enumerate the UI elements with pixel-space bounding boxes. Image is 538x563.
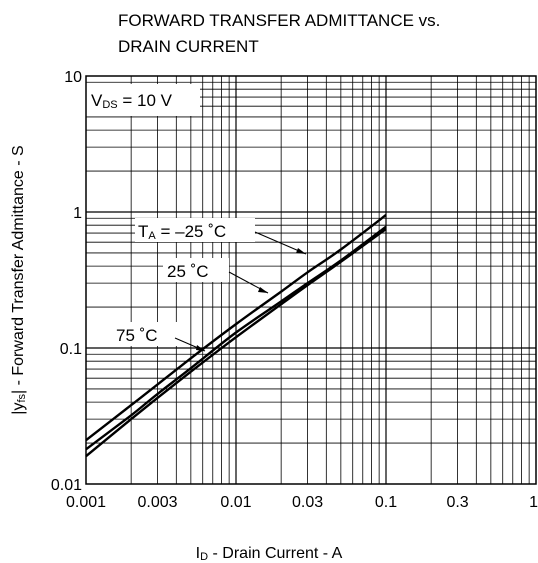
series-label-bg-3 [113,322,177,346]
chart-title-line-2: DRAIN CURRENT [118,37,259,56]
x-tick-label: 0.03 [292,494,323,511]
x-tick-label: 0.001 [66,494,106,511]
grid [86,76,536,484]
condition-box-bg [86,84,200,116]
tick-labels: 0.001 0.003 0.01 0.03 0.1 0.3 1 0.01 0.1 1 10 [51,69,538,511]
x-tick-label: 1 [529,494,538,511]
y-tick-label: 10 [64,69,82,86]
plot-frame [85,75,537,485]
x-axis-label: ID - Drain Current - A [196,545,343,563]
x-tick-label: 0.1 [375,494,397,511]
curves [85,214,387,458]
x-tick-label: 0.01 [220,494,251,511]
series-label-3: 75 ˚C [116,326,158,345]
chart-title-line-1: FORWARD TRANSFER ADMITTANCE vs. [118,11,441,30]
series-label-2: 25 ˚C [167,262,209,281]
arrowhead-3 [196,345,205,351]
y-tick-label: 0.01 [51,477,82,494]
x-tick-label: 0.3 [446,494,468,511]
series-label-bg-1 [135,218,255,242]
series-label-bg-2 [163,258,229,282]
y-tick-label: 1 [73,205,82,222]
y-tick-label: 0.1 [60,341,82,358]
x-tick-label: 0.003 [138,494,178,511]
arrowhead-1 [296,248,306,254]
series-label-1: TA = –25 ˚C [138,222,226,242]
series-line-3 [85,228,387,458]
condition-label: VDS = 10 V [91,91,173,111]
arrowhead-2 [258,287,268,293]
chart-title: FORWARD TRANSFER ADMITTANCE vs. DRAIN CU… [118,8,528,60]
series-line-1 [85,214,387,442]
y-axis-label: |yfs| - Forward Transfer Admittance - S [10,145,28,414]
